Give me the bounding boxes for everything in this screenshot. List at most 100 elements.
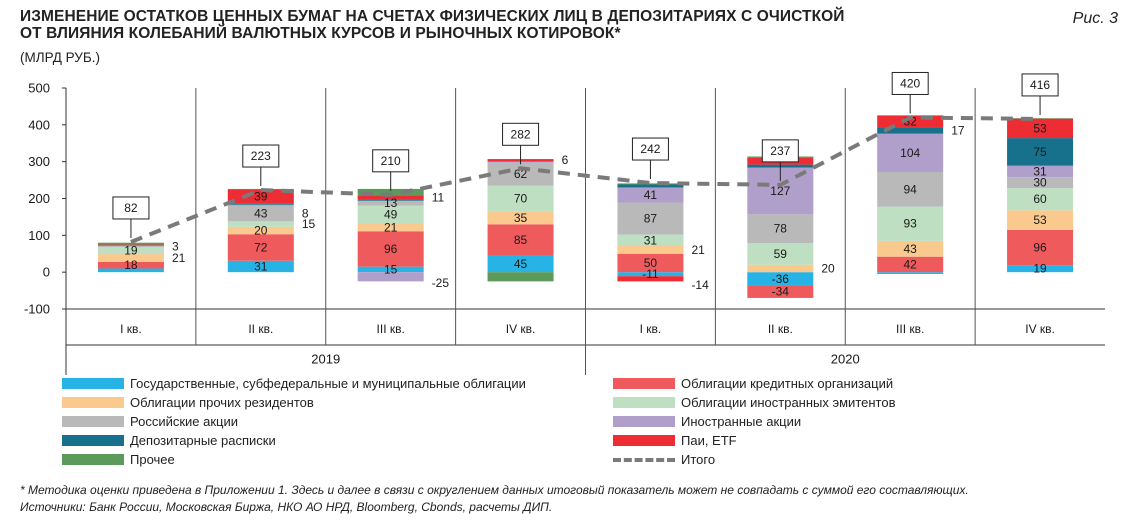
legend-label-foreign-bonds: Облигации иностранных эмитентов <box>681 395 896 410</box>
data-label: 31 <box>1033 164 1047 178</box>
bar-segment <box>227 205 294 222</box>
data-label: 41 <box>644 188 658 202</box>
total-value-label: 242 <box>640 142 660 156</box>
legend-label-russian-shares: Российские акции <box>130 414 239 429</box>
data-label: 13 <box>384 196 398 210</box>
legend-swatch-russian-shares <box>62 416 124 427</box>
data-label: 78 <box>774 222 788 236</box>
y-tick-label: -100 <box>24 302 50 317</box>
year-group-label: 2019 <box>311 352 340 367</box>
legend-label-depositary-receipts: Депозитарные расписки <box>130 433 276 448</box>
data-label: 19 <box>1033 262 1047 276</box>
data-label: 15 <box>384 262 398 276</box>
total-value-label: 210 <box>381 154 401 168</box>
data-label: 49 <box>384 208 398 222</box>
bar-segment <box>617 184 684 188</box>
bar-segment <box>97 246 164 248</box>
bar-segment <box>357 200 424 206</box>
bar-segment <box>617 276 684 282</box>
data-label-outside: 21 <box>691 243 705 257</box>
total-line <box>130 115 1041 244</box>
bar-segment <box>97 244 164 246</box>
data-label: 35 <box>514 211 528 225</box>
total-value-label: 420 <box>900 76 920 90</box>
units-label: (МЛРД РУБ.) <box>20 50 100 65</box>
bar-segment <box>487 255 554 273</box>
bar-segment <box>227 204 294 206</box>
bar-segment <box>97 247 164 255</box>
bar-segment <box>227 189 294 204</box>
data-label: -11 <box>642 267 659 281</box>
legend-item-depositary-receipts: Депозитарные расписки <box>62 433 276 448</box>
bar-segment <box>357 199 424 201</box>
legend-label-other-resident-bonds: Облигации прочих резидентов <box>130 395 314 410</box>
bar-segment <box>97 268 164 273</box>
bar-segment <box>97 244 164 246</box>
bar-segment <box>877 171 944 207</box>
data-label: 39 <box>254 189 268 203</box>
bar-segment <box>487 224 554 256</box>
data-label: 93 <box>904 217 918 231</box>
bar-segment <box>747 285 814 298</box>
legend-item-other: Прочее <box>62 452 175 467</box>
bar-segment <box>487 211 554 225</box>
y-tick-label: 100 <box>28 228 50 243</box>
data-label: -36 <box>772 272 790 286</box>
legend-swatch-other <box>62 454 124 465</box>
bar-segment <box>1007 265 1074 273</box>
legend-swatch-gov-bonds <box>62 378 124 389</box>
data-label: 21 <box>384 220 398 234</box>
bar-segment <box>617 253 684 273</box>
data-label: 59 <box>774 247 788 261</box>
chart-title-line-1: ИЗМЕНЕНИЕ ОСТАТКОВ ЦЕННЫХ БУМАГ НА СЧЕТА… <box>20 8 845 25</box>
legend-swatch-foreign-bonds <box>613 397 675 408</box>
data-label-outside: 21 <box>172 251 186 265</box>
bar-segment <box>1007 210 1074 230</box>
bar-segment <box>357 205 424 224</box>
data-label: 53 <box>1033 213 1047 227</box>
legend-label-other: Прочее <box>130 452 175 467</box>
bar-segment <box>617 183 684 185</box>
data-label: 70 <box>514 192 528 206</box>
bar-segment <box>1007 229 1074 266</box>
y-tick-label: 400 <box>28 117 50 132</box>
legend-label-etf: Паи, ETF <box>681 433 737 448</box>
bar-segment <box>357 188 424 196</box>
data-label: -34 <box>772 285 790 299</box>
bar-segment <box>617 246 684 254</box>
y-tick-label: 200 <box>28 191 50 206</box>
bar-segment <box>747 264 814 273</box>
bar-segment <box>617 202 684 235</box>
data-label-outside: 3 <box>172 240 179 254</box>
data-label: 18 <box>124 258 138 272</box>
legend-swatch-etf <box>613 435 675 446</box>
bar-segment <box>227 234 294 261</box>
data-label-outside: -14 <box>691 278 709 292</box>
legend-label-total: Итого <box>681 452 716 467</box>
bar-segment <box>877 272 944 275</box>
data-label-outside: 15 <box>302 217 316 231</box>
data-label-outside: 20 <box>821 261 835 275</box>
total-value-label: 416 <box>1030 78 1050 92</box>
bar-segment <box>617 234 684 247</box>
bar-segment <box>357 272 424 282</box>
legend-label-gov-bonds: Государственные, субфедеральные и муници… <box>130 376 526 391</box>
data-label-outside: -25 <box>432 276 450 290</box>
bar-segment <box>227 188 294 190</box>
data-label-outside: 11 <box>432 191 445 205</box>
x-tick-label: III кв. <box>896 322 924 336</box>
bar-segment <box>1007 177 1074 189</box>
data-label: 42 <box>904 257 918 271</box>
data-label: 50 <box>644 256 658 270</box>
y-tick-label: 300 <box>28 154 50 169</box>
bar-segment <box>877 206 944 241</box>
x-tick-label: IV кв. <box>1025 322 1055 336</box>
y-tick-label: 0 <box>43 265 50 280</box>
data-label: 30 <box>1033 176 1047 190</box>
bar-segment <box>1007 188 1074 211</box>
total-value-label: 223 <box>251 149 271 163</box>
footnote-sources: Источники: Банк России, Московская Биржа… <box>20 500 553 514</box>
bar-segment <box>357 266 424 273</box>
bar-segment <box>227 226 294 235</box>
chart-title-line-2: ОТ ВЛИЯНИЯ КОЛЕБАНИЙ ВАЛЮТНЫХ КУРСОВ И Р… <box>20 25 621 42</box>
